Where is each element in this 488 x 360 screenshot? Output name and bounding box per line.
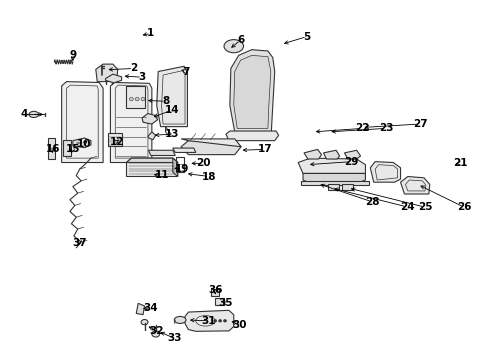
Text: 27: 27 xyxy=(412,119,427,129)
Polygon shape xyxy=(73,138,91,148)
Text: 13: 13 xyxy=(165,129,179,139)
Ellipse shape xyxy=(141,320,148,325)
Polygon shape xyxy=(233,55,270,129)
Text: 10: 10 xyxy=(76,139,91,149)
Bar xyxy=(215,298,224,305)
Polygon shape xyxy=(298,158,365,174)
Bar xyxy=(48,138,55,159)
Ellipse shape xyxy=(218,320,221,322)
Ellipse shape xyxy=(129,97,133,101)
Ellipse shape xyxy=(29,111,39,117)
Text: 30: 30 xyxy=(232,320,246,330)
Ellipse shape xyxy=(135,97,139,101)
Text: 12: 12 xyxy=(109,136,124,147)
Text: 31: 31 xyxy=(201,316,215,326)
Polygon shape xyxy=(172,158,177,176)
Polygon shape xyxy=(184,310,233,331)
Polygon shape xyxy=(110,82,152,162)
Text: 11: 11 xyxy=(154,170,168,180)
Text: 3: 3 xyxy=(138,72,145,82)
Polygon shape xyxy=(142,113,158,124)
Text: 5: 5 xyxy=(303,32,310,41)
Text: 1: 1 xyxy=(147,28,154,39)
Polygon shape xyxy=(172,148,195,152)
Polygon shape xyxy=(126,158,177,162)
Text: 8: 8 xyxy=(162,96,169,106)
Polygon shape xyxy=(400,176,429,194)
Polygon shape xyxy=(61,82,103,162)
Text: 22: 22 xyxy=(354,123,369,134)
Polygon shape xyxy=(181,141,241,155)
Text: 28: 28 xyxy=(364,197,379,207)
Ellipse shape xyxy=(213,320,216,322)
Text: 16: 16 xyxy=(46,144,61,154)
Text: 25: 25 xyxy=(417,202,431,212)
Bar xyxy=(341,184,352,190)
Text: 19: 19 xyxy=(175,164,189,174)
Bar xyxy=(126,86,145,108)
Text: 21: 21 xyxy=(452,158,467,168)
Text: 37: 37 xyxy=(72,238,87,248)
Bar xyxy=(63,140,71,156)
Text: 17: 17 xyxy=(257,144,272,154)
Polygon shape xyxy=(304,149,321,159)
Bar xyxy=(211,289,219,296)
Polygon shape xyxy=(105,74,122,83)
Polygon shape xyxy=(225,131,278,141)
Text: 2: 2 xyxy=(129,63,137,73)
Text: 9: 9 xyxy=(69,50,76,60)
Text: 7: 7 xyxy=(182,67,189,77)
Ellipse shape xyxy=(141,97,145,101)
Bar xyxy=(108,133,122,146)
Polygon shape xyxy=(136,303,144,315)
Text: 34: 34 xyxy=(143,303,158,313)
Polygon shape xyxy=(300,181,368,185)
Text: 20: 20 xyxy=(195,158,210,168)
Text: 18: 18 xyxy=(202,171,216,181)
Polygon shape xyxy=(96,64,118,82)
Text: 4: 4 xyxy=(20,109,28,120)
Text: 36: 36 xyxy=(207,285,222,295)
Ellipse shape xyxy=(152,331,159,337)
Polygon shape xyxy=(157,66,187,127)
Polygon shape xyxy=(229,50,274,132)
Text: 6: 6 xyxy=(237,35,244,45)
Polygon shape xyxy=(369,162,400,182)
Text: 23: 23 xyxy=(378,123,392,134)
Ellipse shape xyxy=(224,40,243,53)
Ellipse shape xyxy=(174,316,185,323)
Bar xyxy=(328,184,338,190)
Text: 24: 24 xyxy=(400,202,414,212)
Polygon shape xyxy=(148,132,156,140)
Ellipse shape xyxy=(223,320,226,322)
Text: 15: 15 xyxy=(65,144,80,154)
Polygon shape xyxy=(126,158,177,176)
Text: 33: 33 xyxy=(167,333,181,343)
Polygon shape xyxy=(148,150,175,156)
Text: 26: 26 xyxy=(456,202,470,212)
Polygon shape xyxy=(181,139,241,147)
Polygon shape xyxy=(344,150,360,159)
Polygon shape xyxy=(303,174,365,184)
Text: 14: 14 xyxy=(164,105,179,115)
Text: 35: 35 xyxy=(218,298,233,308)
Text: 29: 29 xyxy=(344,157,358,167)
Polygon shape xyxy=(323,150,339,159)
Text: 32: 32 xyxy=(149,326,163,336)
